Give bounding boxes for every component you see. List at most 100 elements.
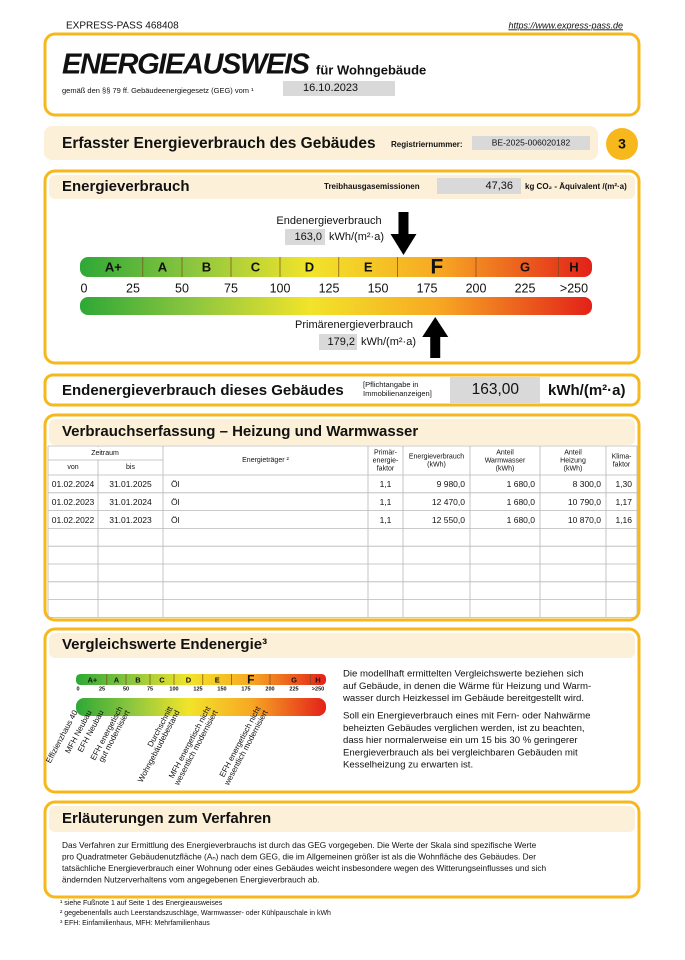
table-header: Energieträger ² xyxy=(242,457,289,464)
header-box xyxy=(43,32,641,117)
class-label: F xyxy=(247,673,254,687)
scale-tick: 50 xyxy=(175,281,189,295)
paragraph: auf Gebäude, in denen die Wärme für Heiz… xyxy=(343,681,591,692)
end-arrow xyxy=(390,212,417,255)
table-cell: 12 550,0 xyxy=(432,515,465,525)
scale-tick: >250 xyxy=(312,686,324,692)
table-header: Warmwasser xyxy=(485,457,526,464)
paragraph: wasser durch Heizkessel im Gebäude berei… xyxy=(342,693,584,704)
section-title: Erfasster Energieverbrauch des Gebäudes xyxy=(62,135,376,152)
table-group-mask xyxy=(97,447,99,460)
comparison-box xyxy=(43,627,641,794)
table-cell: 31.01.2023 xyxy=(109,515,152,525)
building-unit: kWh/(m²·a) xyxy=(548,382,626,399)
explanation-text: ändernden Nutzerverhaltens vom angegeben… xyxy=(62,875,319,885)
table-header: faktor xyxy=(613,461,631,468)
url: https://www.express-pass.de xyxy=(508,20,623,30)
table-header: Zeitraum xyxy=(91,450,119,457)
table-header: energie- xyxy=(373,457,399,464)
building-label: Endenergieverbrauch dieses Gebäudes xyxy=(62,382,344,399)
class-label: A+ xyxy=(105,259,122,274)
class-label: G xyxy=(291,675,297,684)
table-cell: 31.01.2025 xyxy=(109,479,152,489)
scale-tick: 0 xyxy=(76,686,79,692)
table-header: (kWh) xyxy=(496,465,515,472)
section-bar xyxy=(44,126,598,160)
ghg-value: 47,36 xyxy=(485,180,513,192)
scale-bar xyxy=(76,674,326,685)
table-cell: 1,1 xyxy=(380,497,392,507)
scale-tick: 225 xyxy=(515,281,536,295)
paragraph: beheizten Gebäudes verglichen werden, is… xyxy=(343,723,585,734)
table-cell: 9 980,0 xyxy=(437,479,466,489)
doc-subtitle: für Wohngebäude xyxy=(316,62,426,77)
table-cell: 10 870,0 xyxy=(568,515,601,525)
table-header: faktor xyxy=(377,465,395,472)
box-title: Erläuterungen zum Verfahren xyxy=(62,810,271,827)
scale-tick: 150 xyxy=(217,686,226,692)
table-header: (kWh) xyxy=(427,461,446,468)
primary-value: 179,2 xyxy=(327,336,355,348)
table-header: Heizung xyxy=(560,457,586,464)
explanation-title-bar xyxy=(49,806,635,832)
box-title: Vergleichswerte Endenergie³ xyxy=(62,636,267,653)
scale-tick: 75 xyxy=(224,281,238,295)
class-label: H xyxy=(569,259,578,274)
footnote: ² gegebenenfalls auch Leerstandszuschläg… xyxy=(60,910,331,917)
table-header: (kWh) xyxy=(564,465,583,472)
scale-tick: >250 xyxy=(560,281,588,295)
table-header: Primär- xyxy=(374,449,398,456)
table-cell: 01.02.2022 xyxy=(52,515,95,525)
class-label: G xyxy=(520,259,530,274)
table-cell: 1,1 xyxy=(380,515,392,525)
building-value: 163,00 xyxy=(472,381,520,398)
pass-id: EXPRESS-PASS 468408 xyxy=(66,21,179,32)
paragraph: Kesselheizung zu erwarten ist. xyxy=(343,760,473,771)
comparison-title-bar xyxy=(49,633,635,658)
table-cell: 1,16 xyxy=(615,515,632,525)
table-cell: 12 470,0 xyxy=(432,497,465,507)
page-number: 3 xyxy=(618,136,626,152)
class-label: A xyxy=(114,675,120,684)
law: gemäß den §§ 79 ff. Gebäudeenergiegesetz… xyxy=(62,86,254,95)
class-label: D xyxy=(305,259,314,274)
end-value: 163,0 xyxy=(294,231,322,243)
scale-tick: 100 xyxy=(169,686,178,692)
table-header: von xyxy=(67,464,78,471)
paragraph: Soll ein Energieverbrauch eines mit Fern… xyxy=(343,711,590,722)
paragraph: Die modellhaft ermittelten Vergleichswer… xyxy=(343,669,584,680)
registration-label: Registriernummer: xyxy=(391,140,463,149)
table-cell: Öl xyxy=(171,479,180,489)
scale-tick: 25 xyxy=(126,281,140,295)
date-box xyxy=(283,81,395,96)
class-label: A xyxy=(158,259,168,274)
scale-tick: 175 xyxy=(241,686,250,692)
class-label: B xyxy=(135,675,141,684)
footnote: ¹ siehe Fußnote 1 auf Seite 1 des Energi… xyxy=(60,900,223,907)
end-value-box xyxy=(285,229,325,245)
table-cell: 1 680,0 xyxy=(507,479,536,489)
explanation-text: pro Quadratmeter Gebäudenutzfläche (Aₙ) … xyxy=(62,852,536,862)
table-cell: 1 680,0 xyxy=(507,497,536,507)
scale-tick: 175 xyxy=(417,281,438,295)
ghg-unit: kg CO₂ - Äquivalent /(m²·a) xyxy=(525,182,627,191)
registration-box xyxy=(472,136,590,150)
primary-label: Primärenergieverbrauch xyxy=(295,319,413,331)
class-label: C xyxy=(251,259,261,274)
scale-bar xyxy=(80,257,592,277)
box-title: Energieverbrauch xyxy=(62,178,190,195)
table-title-bar xyxy=(49,419,635,445)
scale-tick: 125 xyxy=(319,281,340,295)
scale-tick: 75 xyxy=(147,686,153,692)
scale-tick: 125 xyxy=(193,686,202,692)
table-cell: 1 680,0 xyxy=(507,515,536,525)
registration: BE-2025-006020182 xyxy=(492,137,571,147)
table-header: Anteil xyxy=(564,449,582,456)
class-label: E xyxy=(215,675,220,684)
scale-tick: 225 xyxy=(289,686,298,692)
class-label: C xyxy=(159,675,165,684)
date: 16.10.2023 xyxy=(303,82,358,94)
ghg-box xyxy=(437,178,521,194)
table-header: bis xyxy=(126,464,135,471)
